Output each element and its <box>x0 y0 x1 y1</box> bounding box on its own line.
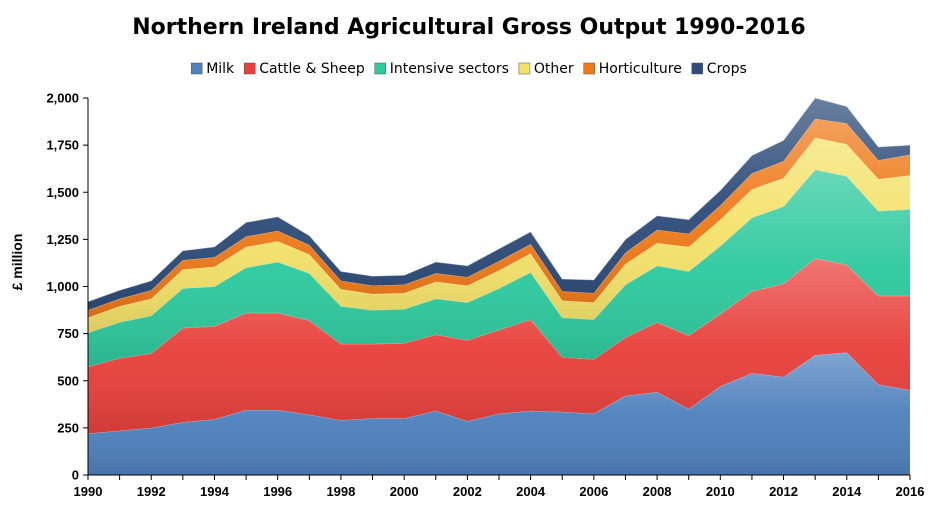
x-tick-label: 2016 <box>896 484 925 499</box>
y-tick-label: 1,250 <box>46 232 79 247</box>
legend-item-horticulture: Horticulture <box>583 61 682 77</box>
x-tick-label: 2014 <box>832 484 862 499</box>
legend-item-crops: Crops <box>691 61 747 77</box>
y-tick-label: 750 <box>57 326 79 341</box>
area-edge-crops <box>87 97 911 303</box>
y-tick-label: 250 <box>57 420 79 435</box>
x-tick-label: 1990 <box>74 484 103 499</box>
legend-item-other: Other <box>518 61 574 77</box>
legend-swatch <box>190 62 203 75</box>
plot-area <box>87 97 911 476</box>
legend-item-cattle-and-sheep: Cattle & Sheep <box>243 61 365 77</box>
area-shade-horticulture <box>88 118 910 318</box>
legend-swatch <box>691 62 704 75</box>
x-tick-label: 1996 <box>263 484 292 499</box>
y-tick-label: 500 <box>57 373 79 388</box>
y-axis-ticks: 0 250 500 750 1,000 1,250 1,500 1,750 2,000 <box>46 91 88 483</box>
y-tick-label: 2,000 <box>46 91 79 106</box>
y-tick-label: 0 <box>72 468 79 483</box>
x-tick-label: 2004 <box>516 484 546 499</box>
y-tick-label: 1,750 <box>46 138 79 153</box>
legend-label: Intensive sectors <box>390 61 509 77</box>
legend: Milk Cattle & Sheep Intensive sectors Other… <box>190 61 747 77</box>
legend-label: Horticulture <box>599 61 682 77</box>
x-tick-label: 2010 <box>706 484 735 499</box>
legend-swatch <box>583 62 595 75</box>
x-tick-label: 1992 <box>137 484 166 499</box>
x-tick-label: 2002 <box>453 484 482 499</box>
area-shade-other <box>88 137 910 333</box>
x-tick-label: 2000 <box>390 484 419 499</box>
legend-label: Other <box>534 61 574 77</box>
x-axis-ticks: 1990 1992 1994 1996 1998 2000 2002 2004 2006 2008… <box>74 475 925 499</box>
legend-swatch <box>243 62 256 75</box>
y-axis-label: £ million <box>9 234 25 291</box>
legend-label: Cattle & Sheep <box>259 61 365 77</box>
area-shade-cattle-and-sheep <box>88 258 910 434</box>
legend-swatch <box>518 62 531 75</box>
x-tick-label: 2012 <box>769 484 798 499</box>
x-tick-label: 1998 <box>326 484 355 499</box>
x-tick-label: 1994 <box>200 484 230 499</box>
chart-title: Northern Ireland Agricultural Gross Outp… <box>132 15 805 40</box>
legend-item-milk: Milk <box>190 61 235 77</box>
area-shade-milk <box>88 352 910 475</box>
area-shade-crops <box>88 98 910 311</box>
y-tick-label: 1,500 <box>46 185 79 200</box>
legend-label: Milk <box>206 61 235 77</box>
y-tick-label: 1,000 <box>46 279 79 294</box>
x-tick-label: 2006 <box>579 484 608 499</box>
area-shade-intensive-sectors <box>88 169 910 367</box>
legend-swatch <box>374 62 386 75</box>
x-tick-label: 2008 <box>643 484 672 499</box>
legend-item-intensive-sectors: Intensive sectors <box>374 61 509 77</box>
legend-label: Crops <box>707 61 747 77</box>
